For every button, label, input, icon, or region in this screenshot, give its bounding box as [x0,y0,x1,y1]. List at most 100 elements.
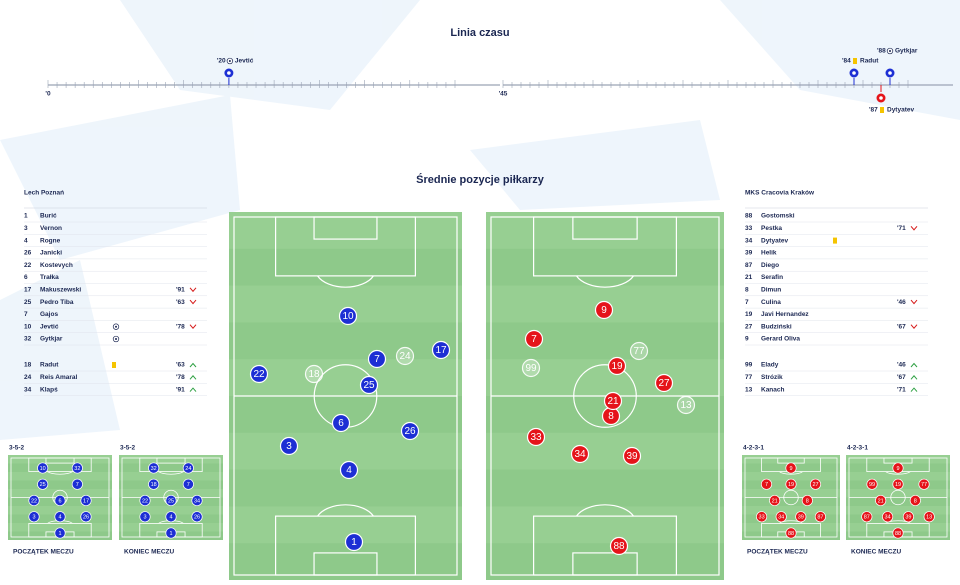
pitch-stripe [8,506,112,515]
pitch-stripe [119,489,223,498]
player-number: 13 [680,400,692,411]
player-dot [54,494,66,507]
player-dot [785,462,797,474]
player-dot [861,511,873,523]
shirt-number: 4 [24,237,28,244]
player-dot [191,494,203,507]
sub-minute: '63 [176,362,185,369]
event-pin-core [852,71,856,75]
timeline-start: '45 [499,91,508,98]
player-dot [80,494,92,507]
player-number: 8 [914,498,917,504]
player-dot [594,300,614,320]
player-dot [603,391,623,411]
player-dot [785,478,797,490]
player-number: 3 [143,515,146,521]
sub-minute: '63 [176,299,185,306]
shirt-number: 21 [745,274,753,281]
player-name: Kostevych [40,262,73,269]
player-name: Elady [761,362,779,369]
pitch-line [313,216,378,240]
formation-caption: POCZĄTEK MECZU [747,549,808,556]
player-name: Dimun [761,287,781,294]
player-dot [400,421,420,441]
pitch-stripe [119,455,223,464]
player-dot [814,511,826,523]
player-dot [339,460,359,480]
player-name: Budziński [761,323,792,330]
player-number: 24 [185,466,191,472]
player-number: 4 [169,515,172,521]
pitch-line [572,552,638,576]
goal-icon-dot [115,325,117,328]
player-dot [775,511,787,523]
player-name: Pestka [761,225,782,232]
sub-minute: '46 [897,362,906,369]
pitch-line [575,504,635,517]
player-name: Pedro Tiba [40,299,74,306]
player-number: 21 [772,498,778,504]
player-number: 87 [817,515,823,521]
player-dot [892,527,904,539]
player-name: Diego [761,262,779,269]
player-number: 9 [789,466,792,472]
event-player: Dytyatev [887,107,914,114]
player-name: Gytkjar [40,336,63,343]
event-minute: '88 [877,48,886,55]
player-number: 6 [58,498,61,504]
player-number: 7 [76,482,79,488]
player-number: 10 [40,466,46,472]
pitch-line [573,364,637,428]
pitch-line [158,471,184,475]
formation-caption: KONIEC MECZU [851,549,902,556]
player-dot [801,494,813,507]
pitch-stripe [742,523,840,532]
shirt-number: 87 [745,262,753,269]
player-dot [524,329,544,349]
player-dot [607,356,627,376]
player-name: Javi Hernandez [761,311,809,318]
pitch-stripe [8,455,112,464]
yellow-card [880,107,884,113]
player-number: 17 [83,498,89,504]
shirt-number: 3 [24,225,28,232]
player-number: 34 [778,515,784,521]
shirt-number: 26 [24,250,32,257]
pitch-line [575,275,635,288]
player-dot [148,478,160,490]
pitch-line [45,457,75,464]
player-number: 9 [896,466,899,472]
sub-in-arrow [910,375,918,380]
player-dot [165,494,177,507]
player-name: Gerard Oliva [761,336,800,343]
player-number: 87 [864,515,870,521]
event-pin-core [879,96,883,100]
player-number: 88 [788,531,794,537]
player-dot [165,527,177,539]
shirt-number: 13 [745,386,753,393]
player-dot [769,494,781,507]
player-number: 21 [878,498,884,504]
player-number: 7 [765,482,768,488]
player-number: 33 [759,515,765,521]
event-player: Radut [860,58,879,65]
player-dot [331,413,351,433]
pitch-line [885,520,911,524]
player-dot [521,358,541,378]
goal-icon-dot [115,338,117,340]
goal-icon-dot [889,50,891,52]
player-name: Rogne [40,237,61,244]
player-dot [139,494,151,507]
player-number: 34 [574,449,586,460]
player-number: 88 [613,541,625,552]
pitch-stripe [486,506,724,544]
sub-out-arrow [910,299,918,305]
event-player: Jevtić [235,58,254,65]
player-dot [875,494,887,507]
player-name: Strózik [761,374,783,381]
sub-minute: '91 [176,386,185,393]
player-name: Vernon [40,225,62,232]
player-dot [367,349,387,369]
pitch-line [313,552,378,576]
